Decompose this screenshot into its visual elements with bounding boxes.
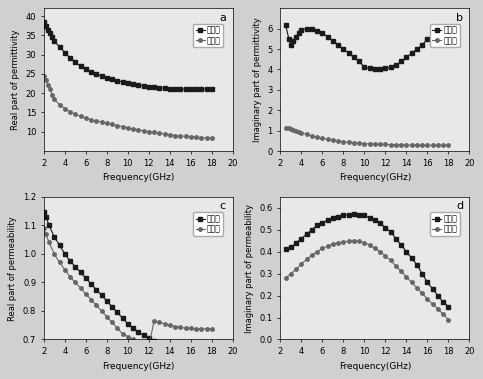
Y-axis label: Imaginary part of permittivity: Imaginary part of permittivity xyxy=(253,17,262,142)
X-axis label: Frequency(GHz): Frequency(GHz) xyxy=(339,173,411,182)
Legend: 包覆前, 包覆后: 包覆前, 包覆后 xyxy=(430,212,460,236)
X-axis label: Frequency(GHz): Frequency(GHz) xyxy=(339,362,411,371)
Text: a: a xyxy=(220,13,227,23)
X-axis label: Frequency(GHz): Frequency(GHz) xyxy=(102,362,174,371)
Text: b: b xyxy=(456,13,463,23)
X-axis label: Frequency(GHz): Frequency(GHz) xyxy=(102,173,174,182)
Text: d: d xyxy=(456,201,463,211)
Text: c: c xyxy=(220,201,226,211)
Y-axis label: Real part of permittivity: Real part of permittivity xyxy=(11,30,20,130)
Legend: 包覆前, 包覆后: 包覆前, 包覆后 xyxy=(430,23,460,47)
Y-axis label: Real part of permeability: Real part of permeability xyxy=(8,216,17,321)
Legend: 包覆前, 包覆后: 包覆前, 包覆后 xyxy=(193,23,223,47)
Y-axis label: Imaginary part of permeability: Imaginary part of permeability xyxy=(245,204,254,333)
Legend: 包覆前, 包覆后: 包覆前, 包覆后 xyxy=(193,212,223,236)
